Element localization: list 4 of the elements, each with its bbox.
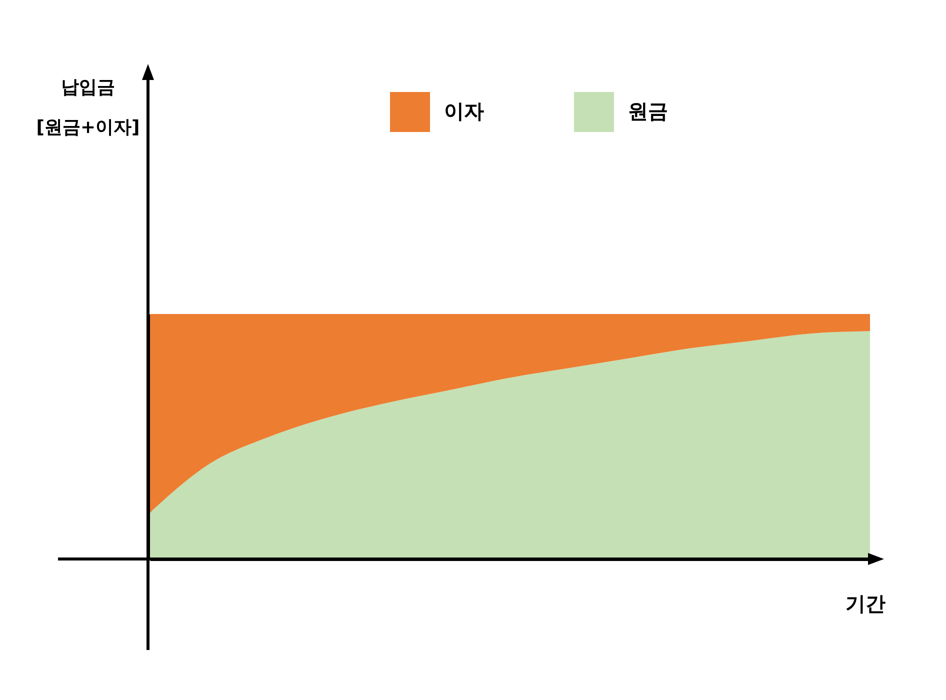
legend-label: 원금 bbox=[628, 99, 668, 123]
legend-label: 이자 bbox=[444, 99, 484, 123]
text: 납입금 [원금+이자] bbox=[35, 76, 141, 140]
x-axis-title: 기간 bbox=[846, 592, 886, 616]
